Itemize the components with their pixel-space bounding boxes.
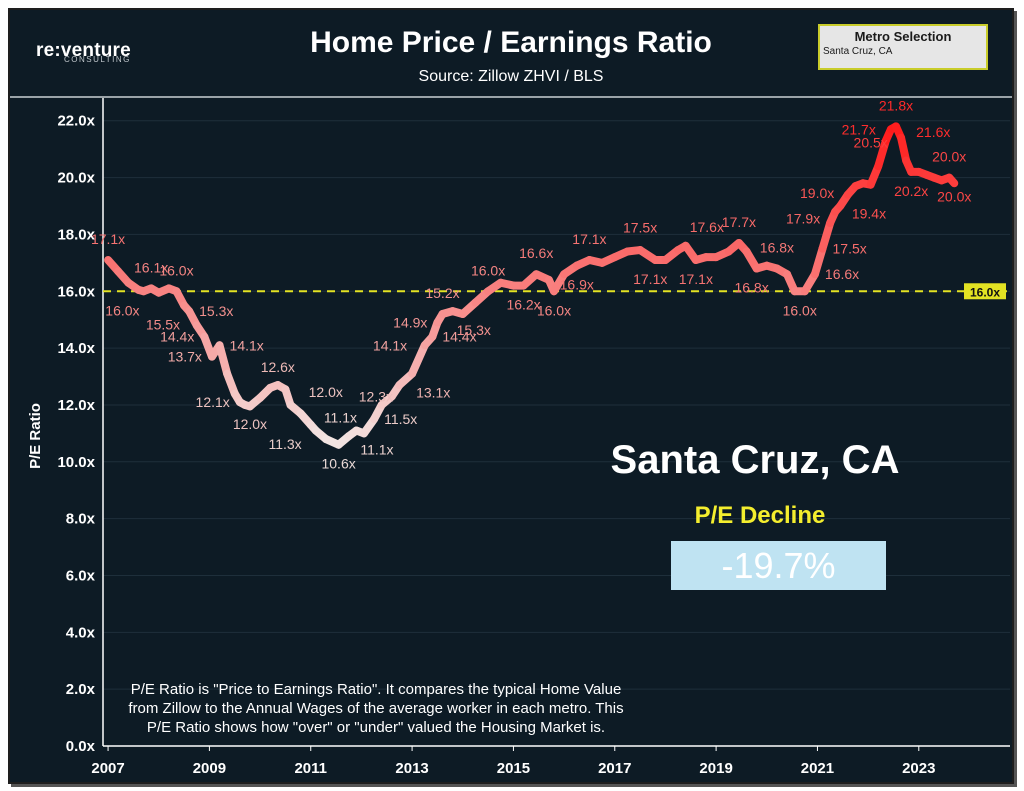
data-label: 16.0x: [537, 302, 571, 318]
data-label: 17.5x: [623, 220, 657, 236]
data-label: 12.6x: [261, 359, 295, 375]
data-label: 11.1x: [324, 410, 357, 426]
data-label: 14.1x: [230, 337, 264, 353]
header: re:venture CONSULTING Home Price / Earni…: [10, 10, 1012, 98]
metro-selection-label: Metro Selection: [854, 29, 952, 44]
data-label: 15.3x: [199, 303, 233, 319]
pe-ratio-chart: 0.0x 2.0x 4.0x 6.0x 8.0x 10.0x 12.0x 14.0x 16.0x…: [27, 97, 1010, 777]
data-label: 16.0x: [471, 262, 505, 278]
metro-selection-box[interactable]: Metro Selection Santa Cruz, CA: [818, 24, 988, 70]
y-tick-label: 20.0x: [57, 170, 95, 187]
x-tick-label: 2009: [193, 760, 226, 777]
data-label: 20.0x: [937, 189, 971, 205]
y-tick-label: 0.0x: [66, 738, 96, 755]
y-axis-label: P/E Ratio: [27, 403, 44, 469]
data-label: 17.1x: [679, 271, 713, 287]
data-label: 16.8x: [760, 240, 794, 256]
pe-decline-label: P/E Decline: [694, 502, 826, 529]
y-tick-label: 4.0x: [66, 624, 96, 641]
data-label: 14.4x: [442, 329, 476, 345]
data-label: 10.6x: [321, 456, 355, 472]
x-tick-label: 2013: [395, 760, 428, 777]
x-tick-label: 2019: [699, 760, 732, 777]
data-label: 12.3x: [359, 388, 393, 404]
data-label: 12.0x: [233, 416, 267, 432]
data-label: 15.3x: [457, 322, 491, 338]
x-tick-label: 2023: [902, 760, 935, 777]
chart-frame: re:venture CONSULTING Home Price / Earni…: [8, 8, 1014, 784]
data-label: 20.2x: [894, 183, 928, 199]
data-label: 16.0x: [783, 302, 817, 318]
data-label: 16.9x: [560, 277, 594, 293]
y-tick-label: 22.0x: [57, 113, 95, 130]
series-segment: [810, 244, 827, 279]
data-label: 16.0x: [105, 302, 139, 318]
chart-subtitle: Source: Zillow ZHVI / BLS: [418, 68, 604, 85]
data-label: 17.1x: [633, 271, 667, 287]
data-label: 11.3x: [268, 436, 301, 452]
data-label: 17.9x: [786, 210, 820, 226]
x-tick-label: 2007: [91, 760, 124, 777]
x-tick-label: 2011: [294, 760, 327, 777]
data-label: 12.1x: [196, 394, 230, 410]
data-label: 19.4x: [852, 206, 886, 222]
series-segment: [945, 173, 959, 188]
logo-subtitle: CONSULTING: [64, 55, 131, 64]
logo: re:venture: [36, 40, 131, 61]
data-label: 17.7x: [722, 214, 756, 230]
metro-selection-value[interactable]: Santa Cruz, CA: [823, 46, 893, 57]
data-label: 21.6x: [916, 124, 950, 140]
data-label: 20.5x: [854, 134, 888, 150]
y-tick-label: 12.0x: [57, 397, 95, 414]
data-label: 17.6x: [690, 219, 724, 235]
x-tick-label: 2015: [497, 760, 530, 777]
data-label: 15.5x: [146, 316, 180, 332]
y-tick-label: 14.0x: [57, 340, 95, 357]
data-label: 13.1x: [416, 385, 450, 401]
data-label: 19.0x: [800, 185, 834, 201]
pe-decline-box: -19.7%: [671, 541, 886, 590]
data-label: 16.8x: [734, 280, 768, 296]
data-label: 16.2x: [506, 297, 540, 313]
data-label: 14.4x: [160, 329, 194, 345]
data-label: 16.1x: [134, 259, 168, 275]
data-label: 13.7x: [168, 349, 202, 365]
x-tick-label: 2021: [801, 760, 834, 777]
y-tick-label: 8.0x: [66, 511, 96, 528]
y-tick-label: 2.0x: [66, 681, 96, 698]
data-label: 17.1x: [572, 231, 606, 247]
pe-decline-value: -19.7%: [721, 545, 836, 586]
data-label: 17.5x: [833, 241, 867, 257]
y-tick-label: 10.0x: [57, 454, 95, 471]
data-label: 16.6x: [519, 245, 553, 261]
data-label: 17.1x: [91, 231, 125, 247]
series-segment: [408, 341, 429, 378]
y-tick-label: 18.0x: [57, 226, 95, 243]
callout-metro-name: Santa Cruz, CA: [610, 438, 900, 482]
data-label: 21.8x: [879, 97, 913, 113]
reference-line-badge: [964, 283, 1006, 300]
data-label: 20.0x: [932, 149, 966, 165]
data-label: 14.1x: [373, 337, 407, 353]
data-label: 16.6x: [825, 266, 859, 282]
series-segment: [818, 219, 835, 253]
series-segment: [215, 341, 232, 378]
y-tick-label: 16.0x: [57, 283, 95, 300]
data-label: 15.2x: [425, 285, 459, 301]
data-label: 11.5x: [384, 411, 417, 427]
data-label: 21.7x: [842, 121, 876, 137]
reference-line-label: 16.0x: [970, 285, 1000, 299]
data-label: 16.0x: [159, 262, 193, 278]
y-tick-label: 6.0x: [66, 567, 96, 584]
data-label: 14.9x: [393, 315, 427, 331]
series-segment: [874, 136, 890, 171]
data-label: 11.1x: [360, 442, 393, 458]
chart-title: Home Price / Earnings Ratio: [310, 26, 712, 59]
pe-ratio-note: P/E Ratio is "Price to Earnings Ratio". …: [128, 681, 624, 736]
data-label: 12.0x: [309, 384, 343, 400]
x-tick-label: 2017: [598, 760, 631, 777]
